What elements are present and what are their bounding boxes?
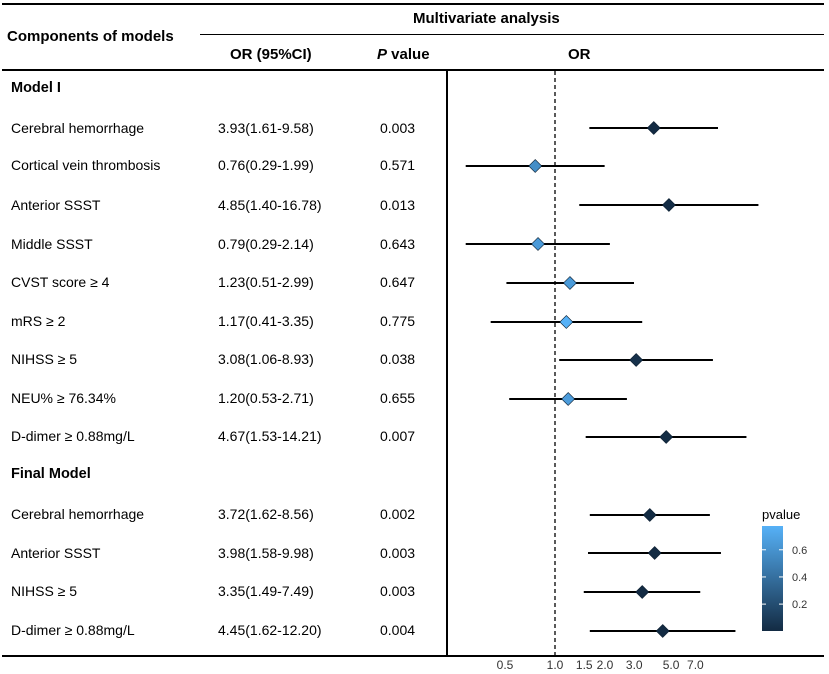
row-label: D-dimer ≥ 0.88mg/L bbox=[11, 622, 135, 638]
or-point bbox=[629, 353, 644, 367]
p-rest: value bbox=[387, 46, 430, 63]
row-or-ci: 3.93(1.61-9.58) bbox=[218, 120, 314, 136]
forest-row bbox=[509, 392, 627, 406]
legend-title: pvalue bbox=[762, 507, 800, 522]
x-tick-label: 5.0 bbox=[663, 658, 680, 672]
forest-row bbox=[506, 276, 635, 290]
row-p-value: 0.571 bbox=[380, 157, 416, 173]
or-point bbox=[559, 315, 574, 329]
forest-row bbox=[585, 430, 747, 444]
row-p-value: 0.038 bbox=[380, 351, 416, 367]
or-point bbox=[528, 159, 543, 173]
row-label: Anterior SSST bbox=[11, 545, 101, 561]
or-point bbox=[646, 121, 661, 135]
p-italic: P bbox=[377, 46, 388, 63]
row-label: NIHSS ≥ 5 bbox=[11, 351, 78, 367]
p-value-header: P value bbox=[377, 46, 430, 63]
x-tick-label: 2.0 bbox=[597, 658, 614, 672]
row-or-ci: 3.72(1.62-8.56) bbox=[218, 506, 314, 522]
components-header: Components of models bbox=[7, 28, 174, 45]
row-or-ci: 4.67(1.53-14.21) bbox=[218, 428, 322, 444]
or-point bbox=[655, 624, 670, 638]
header-rule bbox=[2, 69, 824, 71]
row-label: Cerebral hemorrhage bbox=[11, 506, 145, 522]
row-label: NIHSS ≥ 5 bbox=[11, 583, 78, 599]
section-title-model-1: Model I bbox=[11, 80, 61, 96]
or-point bbox=[563, 276, 577, 290]
row-p-value: 0.013 bbox=[380, 197, 416, 213]
row-or-ci: 3.98(1.58-9.98) bbox=[218, 545, 314, 561]
forest-row bbox=[559, 353, 713, 367]
row-p-value: 0.002 bbox=[380, 506, 416, 522]
forest-row bbox=[465, 237, 610, 251]
forest-row bbox=[465, 159, 605, 173]
x-tick-label: 7.0 bbox=[687, 658, 704, 672]
top-rule bbox=[2, 3, 824, 5]
row-p-value: 0.655 bbox=[380, 390, 416, 406]
row-p-value: 0.003 bbox=[380, 545, 416, 561]
forest-row bbox=[589, 508, 710, 522]
row-label: Cortical vein thrombosis bbox=[11, 157, 161, 173]
x-tick-label: 1.5 bbox=[576, 658, 593, 672]
group-underline bbox=[200, 34, 824, 35]
legend-colorbar bbox=[762, 526, 783, 631]
row-p-value: 0.003 bbox=[380, 120, 416, 136]
x-tick-label: 1.0 bbox=[547, 658, 564, 672]
group-header: Multivariate analysis bbox=[413, 10, 560, 27]
or-point bbox=[635, 585, 650, 599]
x-tick-label: 3.0 bbox=[626, 658, 643, 672]
row-label: Cerebral hemorrhage bbox=[11, 120, 145, 136]
forest-row bbox=[583, 585, 701, 599]
forest-row bbox=[589, 624, 736, 638]
row-p-value: 0.004 bbox=[380, 622, 416, 638]
row-or-ci: 1.17(0.41-3.35) bbox=[218, 313, 314, 329]
forest-row bbox=[587, 546, 721, 560]
row-or-ci: 1.20(0.53-2.71) bbox=[218, 390, 314, 406]
row-or-ci: 0.79(0.29-2.14) bbox=[218, 236, 314, 252]
row-label: Anterior SSST bbox=[11, 197, 101, 213]
or-point bbox=[659, 430, 674, 444]
row-p-value: 0.003 bbox=[380, 583, 416, 599]
forest-row bbox=[490, 315, 643, 329]
x-tick-label: 0.5 bbox=[497, 658, 514, 672]
legend-tick-label: 0.6 bbox=[792, 545, 807, 557]
row-or-ci: 4.45(1.62-12.20) bbox=[218, 622, 322, 638]
row-or-ci: 4.85(1.40-16.78) bbox=[218, 197, 322, 213]
or-point bbox=[531, 237, 545, 251]
row-p-value: 0.007 bbox=[380, 428, 416, 444]
pvalue-legend: pvalue 0.2 0.4 0.6 bbox=[762, 507, 807, 631]
row-label: CVST score ≥ 4 bbox=[11, 274, 110, 290]
row-label: mRS ≥ 2 bbox=[11, 313, 66, 329]
row-label: Middle SSST bbox=[11, 236, 93, 252]
row-p-value: 0.647 bbox=[380, 274, 416, 290]
forest-row bbox=[579, 198, 759, 212]
legend-tick-label: 0.4 bbox=[792, 572, 807, 584]
row-p-value: 0.775 bbox=[380, 313, 416, 329]
plot-header: OR bbox=[568, 46, 591, 63]
or-point bbox=[561, 392, 576, 406]
row-label: D-dimer ≥ 0.88mg/L bbox=[11, 428, 135, 444]
row-or-ci: 3.35(1.49-7.49) bbox=[218, 583, 314, 599]
row-or-ci: 1.23(0.51-2.99) bbox=[218, 274, 314, 290]
row-or-ci: 0.76(0.29-1.99) bbox=[218, 157, 314, 173]
legend-tick-label: 0.2 bbox=[792, 599, 807, 611]
forest-row bbox=[589, 121, 719, 135]
row-label: NEU% ≥ 76.34% bbox=[11, 390, 116, 406]
or-point bbox=[642, 508, 657, 522]
or-point bbox=[647, 546, 662, 560]
section-title-final-model: Final Model bbox=[11, 466, 91, 482]
or-point bbox=[661, 198, 676, 212]
or-ci-header: OR (95%CI) bbox=[230, 46, 312, 63]
row-p-value: 0.643 bbox=[380, 236, 416, 252]
row-or-ci: 3.08(1.06-8.93) bbox=[218, 351, 314, 367]
